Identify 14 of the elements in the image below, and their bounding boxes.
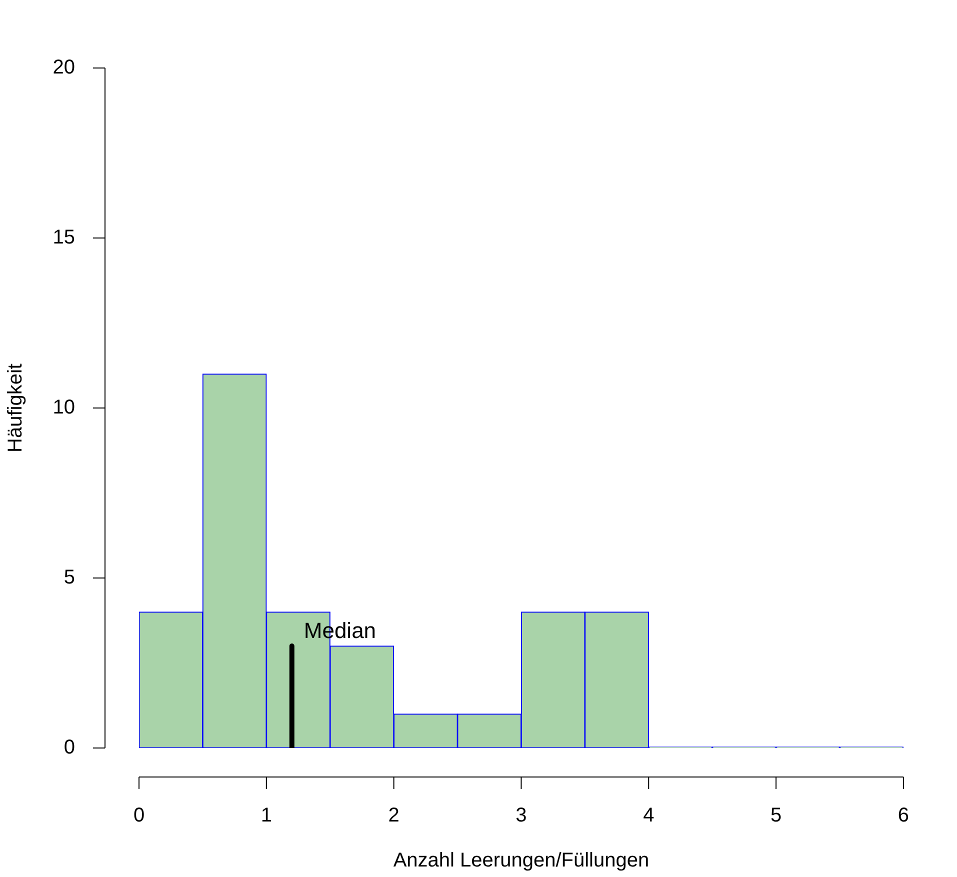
x-tick-label: 5 bbox=[770, 804, 782, 827]
x-tick-label: 1 bbox=[260, 804, 272, 827]
x-tick-label: 4 bbox=[643, 804, 654, 827]
y-tick-label: 5 bbox=[64, 566, 75, 589]
x-axis-title: Anzahl Leerungen/Füllungen bbox=[393, 850, 650, 872]
y-tick-label: 20 bbox=[52, 56, 75, 79]
x-tick-label: 0 bbox=[133, 804, 145, 827]
y-axis-title: Häufigkeit bbox=[4, 363, 27, 452]
x-tick-label: 3 bbox=[516, 804, 527, 827]
y-tick-label: 0 bbox=[64, 736, 75, 759]
x-tick-label: 6 bbox=[898, 804, 909, 827]
y-tick-label: 15 bbox=[52, 226, 75, 249]
x-tick-label: 2 bbox=[388, 804, 400, 827]
y-tick-label: 10 bbox=[52, 396, 75, 419]
